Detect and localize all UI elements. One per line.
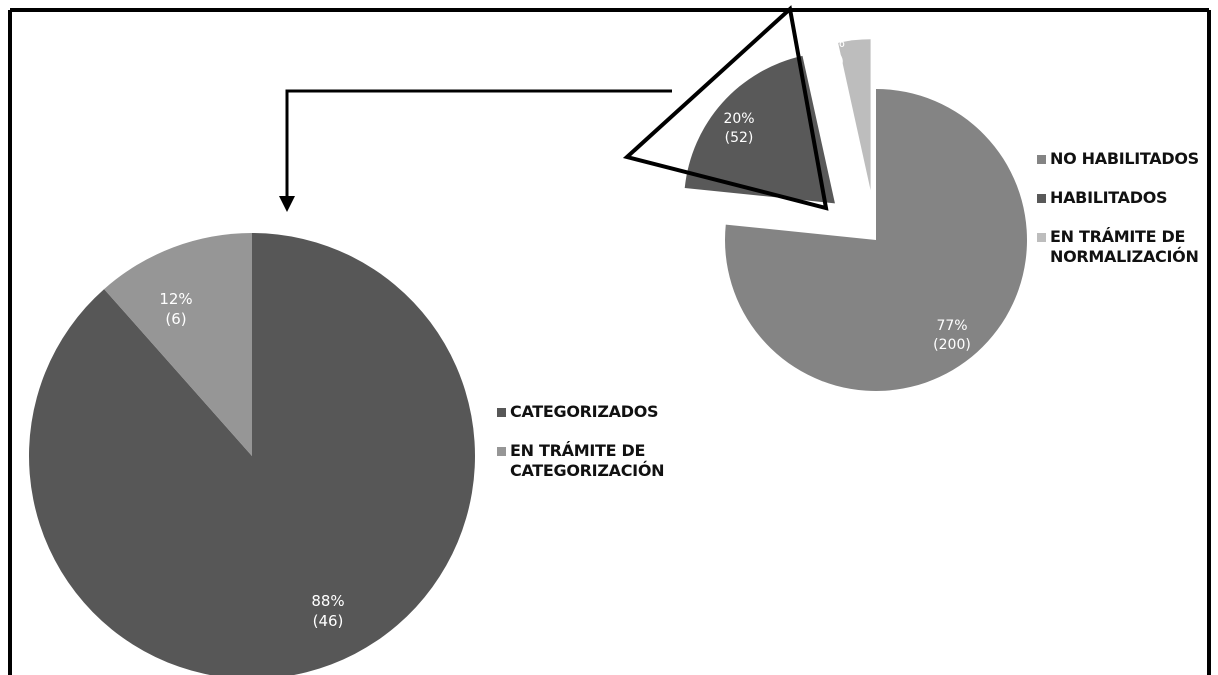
callout-triangle: [622, 5, 829, 211]
data-label-percent: 12%: [159, 290, 192, 308]
legend-label: CATEGORIZADOS: [510, 402, 659, 421]
slice-habilitados: [684, 55, 835, 204]
data-label-percent: 77%: [936, 318, 967, 334]
data-label-count: (200): [933, 337, 971, 353]
top-pie-chart: 77% (200) 20% (52) 3% (9): [684, 35, 1028, 391]
top-pie-legend: NO HABILITADOS HABILITADOS EN TRÁMITE DE…: [1037, 149, 1199, 267]
data-label-percent: 3%: [823, 35, 845, 51]
legend-label: NO HABILITADOS: [1050, 149, 1199, 168]
legend-label: EN TRÁMITE DE NORMALIZACIÓN: [1050, 227, 1199, 266]
legend-swatch: [497, 447, 506, 456]
slice-categorizados: [29, 233, 475, 675]
data-label-percent: 88%: [311, 592, 344, 610]
legend-label: HABILITADOS: [1050, 188, 1168, 207]
callout-arrow: [279, 89, 672, 212]
legend-item-no-habilitados: NO HABILITADOS: [1037, 149, 1199, 169]
legend-item-habilitados: HABILITADOS: [1037, 188, 1199, 208]
legend-label: EN TRÁMITE DE CATEGORIZACIÓN: [510, 441, 665, 480]
legend-swatch: [497, 408, 506, 417]
bottom-pie-legend: CATEGORIZADOS EN TRÁMITE DE CATEGORIZACI…: [497, 402, 665, 481]
data-label-count: (6): [165, 310, 186, 328]
legend-swatch: [1037, 194, 1046, 203]
slice-no-habilitados: [724, 89, 1028, 391]
data-label-count: (9): [824, 54, 844, 70]
bottom-pie-chart: 88% (46) 12% (6): [29, 233, 475, 675]
data-label-count: (52): [725, 130, 754, 146]
legend-item-en-tramite-categorizacion: EN TRÁMITE DE CATEGORIZACIÓN: [497, 441, 665, 481]
frame-border: [8, 8, 1211, 675]
legend-swatch: [1037, 233, 1046, 242]
slice-en-tramite-categorizacion: [104, 233, 252, 456]
data-label-count: (46): [313, 612, 344, 630]
legend-swatch: [1037, 155, 1046, 164]
data-label-percent: 20%: [723, 111, 754, 127]
slice-en-tramite-normalizacion: [838, 39, 871, 191]
legend-item-en-tramite-normalizacion: EN TRÁMITE DE NORMALIZACIÓN: [1037, 227, 1199, 267]
legend-item-categorizados: CATEGORIZADOS: [497, 402, 664, 422]
